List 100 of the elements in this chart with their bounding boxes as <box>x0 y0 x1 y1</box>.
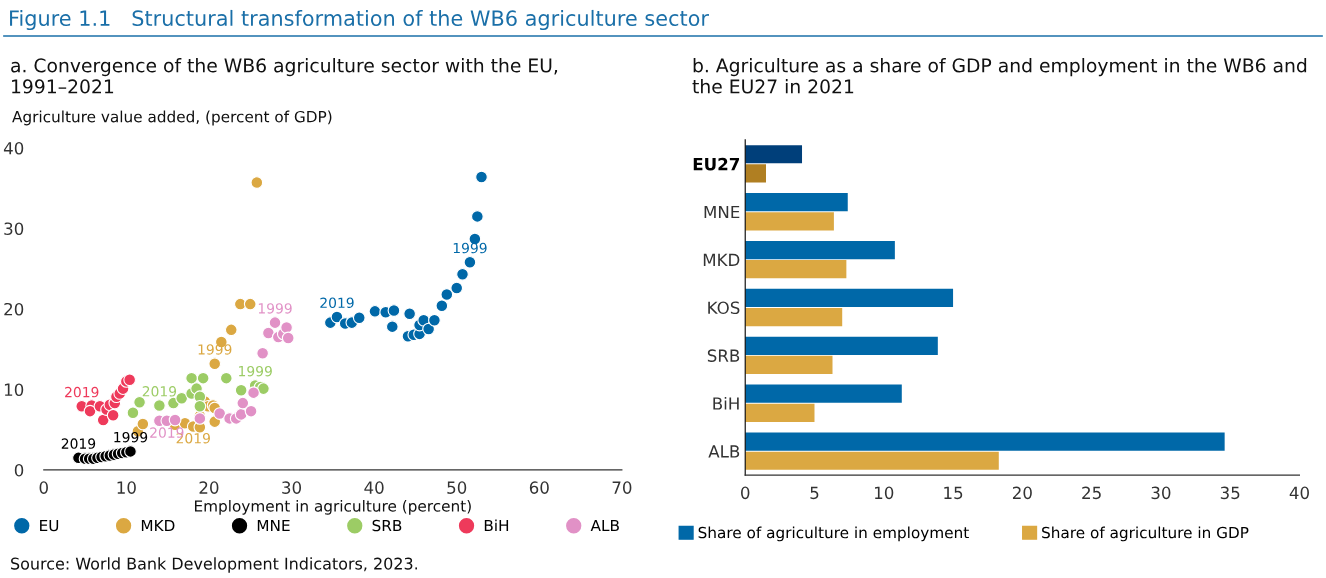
annotation: 2019 <box>320 297 354 309</box>
x-tick-label: 10 <box>875 486 894 500</box>
point <box>123 373 137 387</box>
annotation: 1999 <box>453 242 487 254</box>
legend-label: Share of agriculture in employment <box>698 526 969 542</box>
bar <box>745 164 766 183</box>
point <box>213 407 227 420</box>
point <box>475 170 488 184</box>
point <box>244 404 258 418</box>
legend-label: SRB <box>372 519 402 532</box>
x-tick-label: 15 <box>944 486 963 500</box>
point <box>262 326 275 340</box>
x-tick-label: 0 <box>741 486 750 500</box>
annotation: 2019 <box>65 386 99 398</box>
legend-label: Share of agriculture in GDP <box>1042 526 1249 542</box>
point <box>83 404 97 418</box>
annotation: 1999 <box>198 344 232 355</box>
point <box>368 304 382 318</box>
point <box>247 386 260 400</box>
point <box>456 267 469 281</box>
y-tick-label: ALB <box>708 445 740 458</box>
x-tick-label: 40 <box>364 481 384 494</box>
point <box>185 371 198 385</box>
point <box>268 316 282 329</box>
x-tick-label: 10 <box>117 481 136 494</box>
legend-label: BiH <box>484 519 509 532</box>
y-tick-label: MNE <box>704 205 740 219</box>
x-tick-label: 50 <box>447 481 467 494</box>
legend-label: EU <box>40 519 59 532</box>
y-tick-label: EU27 <box>693 157 740 171</box>
annotation: 1999 <box>239 365 272 377</box>
point <box>196 371 210 385</box>
y-tick-label: MKD <box>703 253 740 266</box>
bar <box>745 288 954 308</box>
bar <box>745 403 815 422</box>
y-tick-label: KOS <box>708 301 740 315</box>
bar <box>745 145 803 164</box>
point <box>193 399 207 413</box>
x-tick-label: 60 <box>529 481 549 494</box>
y-axis-title: Agriculture value added, (percent of GDP) <box>12 110 332 126</box>
point <box>243 297 257 311</box>
caption: Figure 1.1 Structural transformation of the WB6 agriculture sector <box>10 9 709 31</box>
bar <box>745 260 847 279</box>
y-tick-label: 10 <box>4 383 24 396</box>
point <box>208 357 222 371</box>
bar <box>745 451 999 470</box>
y-tick-label: 0 <box>14 463 24 477</box>
point <box>234 383 248 397</box>
point <box>133 395 146 409</box>
y-tick-label: BiH <box>713 396 739 410</box>
annotation: 2019 <box>61 438 96 449</box>
x-tick-label: 20 <box>199 481 219 494</box>
x-tick-label: 70 <box>612 481 632 494</box>
legend-label: MKD <box>141 519 175 532</box>
chart-title: a. Convergence of the WB6 agriculture sector with the EU, 1991–2021 <box>11 58 558 94</box>
x-tick-label: 5 <box>810 486 819 500</box>
annotation: 1999 <box>258 303 292 314</box>
point <box>385 320 399 334</box>
chart-title: b. Agriculture as a share of GDP and employment in the WB6 and the EU27 in 2021 <box>692 58 1307 94</box>
point <box>435 299 449 313</box>
annotation: 2019 <box>142 386 177 397</box>
point <box>250 176 264 189</box>
point <box>219 371 233 385</box>
y-tick-label: 30 <box>4 222 24 236</box>
point <box>470 210 484 223</box>
point <box>280 321 293 334</box>
point <box>352 311 366 325</box>
y-tick-label: SRB <box>707 349 740 362</box>
bar <box>745 432 1225 451</box>
legend-label: ALB <box>590 519 619 532</box>
y-tick-label: 40 <box>3 141 24 155</box>
point <box>106 408 120 422</box>
annotation: 1999 <box>114 431 148 443</box>
y-tick-label: 20 <box>4 302 24 316</box>
x-tick-label: 30 <box>1151 486 1171 500</box>
bar <box>745 193 848 212</box>
bar <box>745 307 843 327</box>
point <box>136 417 150 431</box>
point <box>422 322 435 336</box>
source-note: Source: World Bank Development Indicators, 2023. <box>11 557 418 573</box>
point <box>463 255 477 269</box>
point <box>126 406 140 420</box>
point <box>257 382 270 395</box>
point <box>256 346 269 360</box>
point <box>168 413 182 427</box>
x-tick-label: 0 <box>39 481 48 494</box>
point <box>440 288 454 301</box>
point <box>175 391 189 405</box>
point <box>224 323 238 337</box>
bar <box>745 212 834 231</box>
x-axis-title: Employment in agriculture (percent) <box>194 499 471 515</box>
point <box>236 396 250 410</box>
point <box>403 307 417 321</box>
legend-label: MNE <box>257 519 290 532</box>
bar <box>745 355 833 375</box>
point <box>153 399 166 412</box>
bar <box>745 240 895 260</box>
x-tick-label: 40 <box>1289 486 1309 500</box>
point <box>387 304 401 317</box>
x-tick-label: 25 <box>1082 486 1101 500</box>
